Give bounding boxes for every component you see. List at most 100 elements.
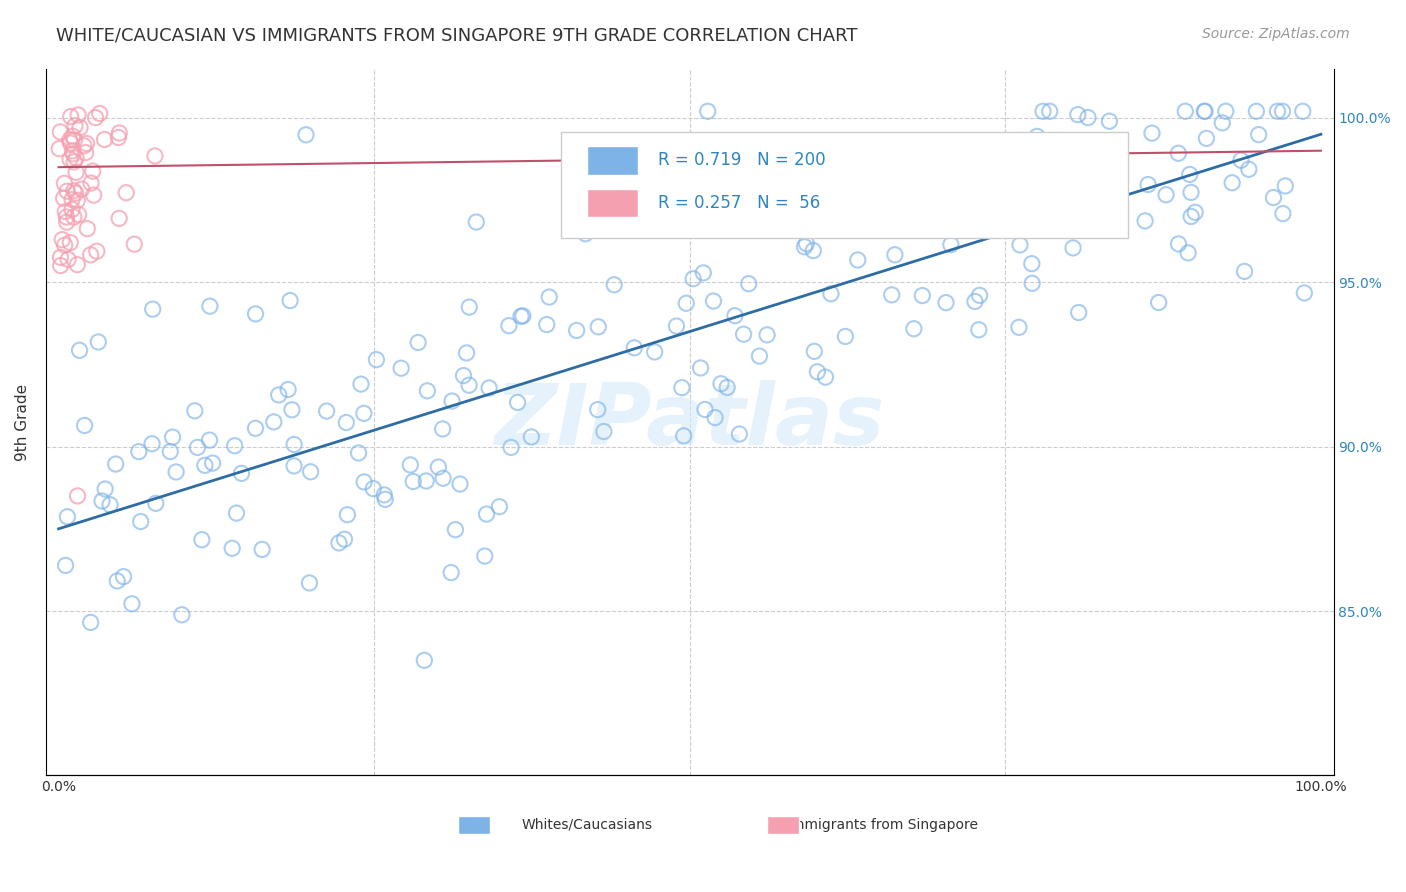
Text: ZIPatlas: ZIPatlas <box>495 381 884 464</box>
Point <box>373 488 395 502</box>
Point <box>389 361 412 376</box>
Point <box>1080 194 1102 208</box>
Point <box>707 170 730 185</box>
Point <box>427 460 450 475</box>
Point <box>456 346 478 360</box>
Point <box>846 252 869 267</box>
FancyBboxPatch shape <box>768 816 799 834</box>
Point <box>353 475 375 489</box>
Point <box>966 144 988 158</box>
Point <box>1133 214 1156 228</box>
Point <box>299 465 322 479</box>
Point <box>796 236 818 251</box>
Point <box>52 191 75 205</box>
Point <box>399 458 422 472</box>
Point <box>328 536 350 550</box>
Point <box>335 416 357 430</box>
Point <box>1292 104 1315 119</box>
Point <box>69 120 91 135</box>
Point <box>1271 206 1294 220</box>
Point <box>194 458 217 473</box>
Point <box>224 439 246 453</box>
Point <box>1271 104 1294 119</box>
Point <box>444 523 467 537</box>
Point <box>1263 190 1285 204</box>
Point <box>62 146 84 161</box>
Point <box>66 194 89 208</box>
Point <box>159 444 181 458</box>
Point <box>488 500 510 514</box>
Point <box>86 244 108 259</box>
Point <box>281 402 304 417</box>
Point <box>474 549 496 563</box>
Point <box>935 295 957 310</box>
Point <box>806 365 828 379</box>
Point <box>478 381 501 395</box>
Point <box>333 533 356 547</box>
Point <box>73 138 96 153</box>
Point <box>298 576 321 591</box>
Point <box>1102 218 1125 232</box>
Point <box>263 415 285 429</box>
Point <box>277 383 299 397</box>
Point <box>623 341 645 355</box>
Point <box>141 436 163 450</box>
Point <box>107 130 129 145</box>
Point <box>1067 305 1090 319</box>
Point <box>162 430 184 444</box>
Point <box>406 335 429 350</box>
Point <box>350 377 373 392</box>
Point <box>56 184 79 198</box>
Point <box>1021 277 1043 291</box>
Text: WHITE/CAUCASIAN VS IMMIGRANTS FROM SINGAPORE 9TH GRADE CORRELATION CHART: WHITE/CAUCASIAN VS IMMIGRANTS FROM SINGA… <box>56 27 858 45</box>
Point <box>63 154 86 169</box>
Point <box>692 266 714 280</box>
Point <box>89 106 111 120</box>
Point <box>55 215 77 229</box>
Point <box>756 327 779 342</box>
Point <box>104 457 127 471</box>
Point <box>75 145 97 160</box>
Point <box>453 368 475 383</box>
Point <box>65 151 87 165</box>
Text: Whites/Caucasians: Whites/Caucasians <box>522 818 652 832</box>
Point <box>972 209 994 223</box>
Point <box>80 176 103 190</box>
Point <box>846 137 869 152</box>
Point <box>1094 220 1116 235</box>
Point <box>644 345 666 359</box>
Point <box>83 188 105 202</box>
Point <box>49 125 72 139</box>
Point <box>1167 146 1189 161</box>
Point <box>432 471 454 485</box>
Point <box>143 149 166 163</box>
Point <box>1274 178 1296 193</box>
Point <box>1008 320 1031 334</box>
Point <box>441 394 464 409</box>
Point <box>814 370 837 384</box>
Point <box>675 296 697 310</box>
Point <box>1098 114 1121 128</box>
Point <box>59 153 82 167</box>
Point <box>834 329 856 343</box>
Point <box>347 446 370 460</box>
Point <box>536 318 558 332</box>
Point <box>170 607 193 622</box>
Point <box>665 319 688 334</box>
Point <box>465 215 488 229</box>
Point <box>498 318 520 333</box>
Point <box>603 277 626 292</box>
Point <box>1195 131 1218 145</box>
Point <box>1026 129 1049 144</box>
Point <box>87 334 110 349</box>
Point <box>56 252 79 267</box>
Point <box>696 104 718 119</box>
Point <box>1192 104 1215 119</box>
Point <box>1220 176 1243 190</box>
Point <box>283 458 305 473</box>
Point <box>1180 210 1202 224</box>
Point <box>510 310 533 324</box>
Point <box>79 615 101 630</box>
Point <box>845 205 868 219</box>
Point <box>94 482 117 496</box>
